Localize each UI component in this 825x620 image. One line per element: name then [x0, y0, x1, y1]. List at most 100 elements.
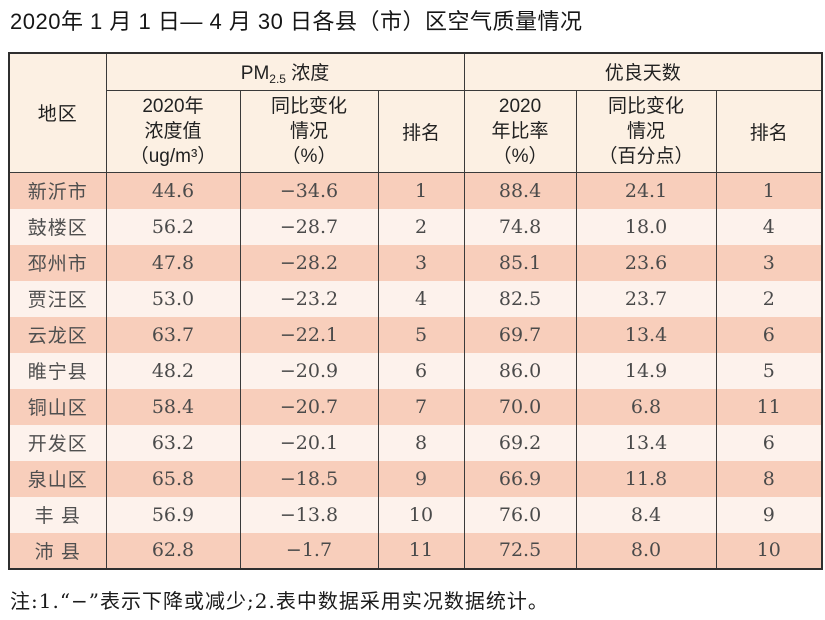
good-change-cell: 23.7 [575, 280, 717, 317]
pm25-value-cell: 56.9 [105, 496, 241, 533]
good-rate-cell: 70.0 [463, 388, 577, 425]
table-row: 沛 县 62.8 −1.7 11 72.5 8.0 10 [8, 532, 823, 569]
good-rate-cell: 72.5 [463, 532, 577, 569]
pm25-rank-cell: 10 [377, 496, 465, 533]
region-cell: 睢宁县 [8, 352, 107, 389]
pm25-change-cell: −23.2 [239, 280, 379, 317]
pm25-value-cell: 62.8 [105, 532, 241, 569]
good-change-cell: 14.9 [575, 352, 717, 389]
table-row: 云龙区 63.7 −22.1 5 69.7 13.4 6 [8, 316, 823, 353]
pm25-value-column-header: 2020年 浓度值 （ug/m³） [105, 90, 241, 174]
table-row: 丰 县 56.9 −13.8 10 76.0 8.4 9 [8, 496, 823, 533]
good-rate-cell: 86.0 [463, 352, 577, 389]
region-cell: 沛 县 [8, 532, 107, 569]
table-body: 新沂市 44.6 −34.6 1 88.4 24.1 1 鼓楼区 56.2 −2… [8, 172, 823, 569]
pm25-value-cell: 47.8 [105, 244, 241, 281]
table-row: 泉山区 65.8 −18.5 9 66.9 11.8 8 [8, 460, 823, 497]
pm25-change-cell: −28.2 [239, 244, 379, 281]
pm25-change-cell: −28.7 [239, 208, 379, 245]
pm25-rank-cell: 3 [377, 244, 465, 281]
region-cell: 邳州市 [8, 244, 107, 281]
good-change-cell: 13.4 [575, 316, 717, 353]
pm25-rank-cell: 5 [377, 316, 465, 353]
good-rate-cell: 85.1 [463, 244, 577, 281]
pm25-rank-column-header: 排名 [377, 90, 465, 174]
good-rank-cell: 6 [715, 424, 823, 461]
good-rate-cell: 69.2 [463, 424, 577, 461]
pm25-rank-cell: 9 [377, 460, 465, 497]
good-days-group-header: 优良天数 [463, 52, 823, 92]
page-title: 2020年 1 月 1 日— 4 月 30 日各县（市）区空气质量情况 [10, 9, 583, 34]
region-column-header: 地区 [8, 52, 107, 174]
region-cell: 云龙区 [8, 316, 107, 353]
good-change-cell: 24.1 [575, 172, 717, 209]
good-change-cell: 23.6 [575, 244, 717, 281]
table-row: 贾汪区 53.0 −23.2 4 82.5 23.7 2 [8, 280, 823, 317]
region-cell: 丰 县 [8, 496, 107, 533]
good-rank-cell: 8 [715, 460, 823, 497]
good-change-cell: 18.0 [575, 208, 717, 245]
pm25-rank-cell: 2 [377, 208, 465, 245]
good-rank-cell: 9 [715, 496, 823, 533]
table-row: 铜山区 58.4 −20.7 7 70.0 6.8 11 [8, 388, 823, 425]
table-row: 开发区 63.2 −20.1 8 69.2 13.4 6 [8, 424, 823, 461]
pm25-value-cell: 53.0 [105, 280, 241, 317]
pm25-change-column-header: 同比变化 情况 （%） [239, 90, 379, 174]
pm25-value-cell: 63.2 [105, 424, 241, 461]
good-rank-cell: 10 [715, 532, 823, 569]
good-rate-cell: 76.0 [463, 496, 577, 533]
good-rate-cell: 69.7 [463, 316, 577, 353]
pm25-rank-cell: 7 [377, 388, 465, 425]
table-row: 睢宁县 48.2 −20.9 6 86.0 14.9 5 [8, 352, 823, 389]
pm25-change-cell: −20.1 [239, 424, 379, 461]
good-rank-cell: 6 [715, 316, 823, 353]
region-cell: 泉山区 [8, 460, 107, 497]
air-quality-table: 地区 PM2.5 浓度 优良天数 2020年 浓度值 （ug/m³） 同比变化 … [8, 51, 824, 570]
table-row: 邳州市 47.8 −28.2 3 85.1 23.6 3 [8, 244, 823, 281]
pm25-group-header: PM2.5 浓度 [105, 52, 465, 92]
good-rank-cell: 4 [715, 208, 823, 245]
pm25-value-cell: 65.8 [105, 460, 241, 497]
pm25-change-cell: −20.7 [239, 388, 379, 425]
good-rank-cell: 11 [715, 388, 823, 425]
good-change-column-header: 同比变化 情况 （百分点） [575, 90, 717, 174]
pm25-value-cell: 44.6 [105, 172, 241, 209]
good-change-cell: 6.8 [575, 388, 717, 425]
pm25-change-cell: −22.1 [239, 316, 379, 353]
pm25-change-cell: −20.9 [239, 352, 379, 389]
pm25-rank-cell: 11 [377, 532, 465, 569]
pm25-subscript: 2.5 [269, 71, 286, 86]
good-rate-cell: 74.8 [463, 208, 577, 245]
pm25-label-prefix: PM [240, 62, 270, 84]
pm25-rank-cell: 6 [377, 352, 465, 389]
good-rank-cell: 2 [715, 280, 823, 317]
good-rate-cell: 88.4 [463, 172, 577, 209]
pm25-rank-cell: 4 [377, 280, 465, 317]
region-cell: 鼓楼区 [8, 208, 107, 245]
good-change-cell: 8.4 [575, 496, 717, 533]
region-cell: 铜山区 [8, 388, 107, 425]
region-cell: 开发区 [8, 424, 107, 461]
pm25-change-cell: −34.6 [239, 172, 379, 209]
good-rate-column-header: 2020 年比率 （%） [463, 90, 577, 174]
pm25-rank-cell: 8 [377, 424, 465, 461]
good-rate-cell: 82.5 [463, 280, 577, 317]
good-rank-cell: 3 [715, 244, 823, 281]
pm25-change-cell: −18.5 [239, 460, 379, 497]
good-rank-cell: 5 [715, 352, 823, 389]
good-rate-cell: 66.9 [463, 460, 577, 497]
region-cell: 新沂市 [8, 172, 107, 209]
good-rank-cell: 1 [715, 172, 823, 209]
pm25-value-cell: 48.2 [105, 352, 241, 389]
good-change-cell: 13.4 [575, 424, 717, 461]
good-change-cell: 8.0 [575, 532, 717, 569]
pm25-value-cell: 56.2 [105, 208, 241, 245]
pm25-rank-cell: 1 [377, 172, 465, 209]
region-cell: 贾汪区 [8, 280, 107, 317]
pm25-change-cell: −13.8 [239, 496, 379, 533]
good-change-cell: 11.8 [575, 460, 717, 497]
table-row: 鼓楼区 56.2 −28.7 2 74.8 18.0 4 [8, 208, 823, 245]
table-header: 地区 PM2.5 浓度 优良天数 2020年 浓度值 （ug/m³） 同比变化 … [8, 52, 823, 174]
pm25-change-cell: −1.7 [239, 532, 379, 569]
